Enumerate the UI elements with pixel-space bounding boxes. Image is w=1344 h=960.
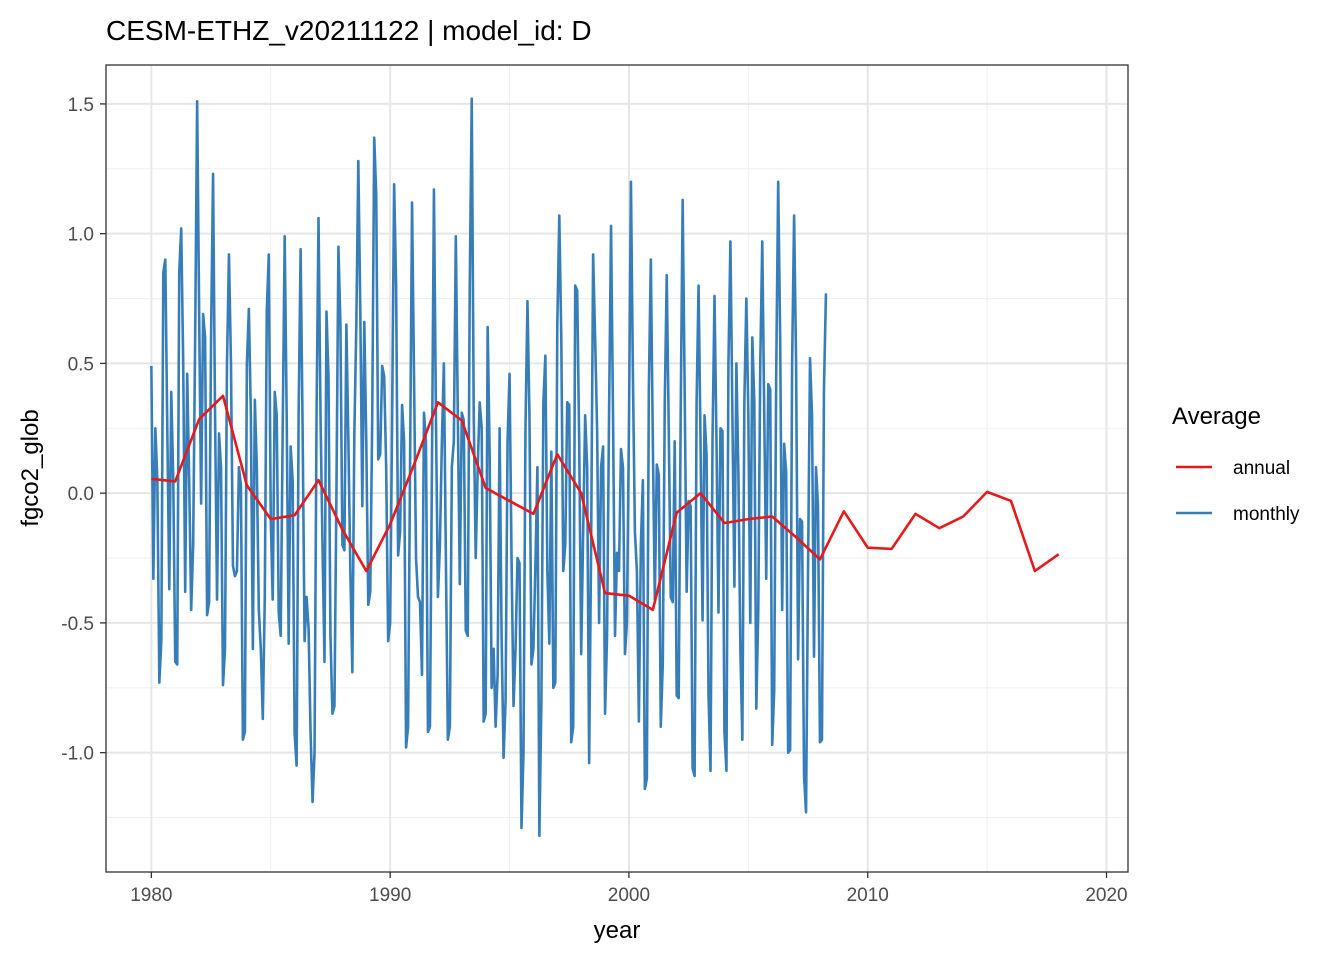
- y-axis-title: fgco2_glob: [17, 409, 44, 526]
- y-tick-label: 0.0: [68, 484, 94, 505]
- legend-label-monthly: monthly: [1233, 504, 1300, 525]
- series-line-monthly: [150, 97, 828, 837]
- x-tick-label: 2020: [1085, 885, 1127, 906]
- x-axis: 1980 1990 2000 2010 2020: [130, 872, 1128, 906]
- x-axis-title: year: [594, 917, 641, 944]
- series-line-annual: [151, 394, 1060, 612]
- x-tick-label: 2010: [847, 885, 889, 906]
- legend-label-annual: annual: [1233, 458, 1290, 479]
- y-axis: -1.0 -0.5 0.0 0.5 1.0 1.5: [61, 95, 106, 765]
- y-tick-label: 1.5: [68, 95, 94, 116]
- legend-title: Average: [1172, 403, 1261, 430]
- y-tick-label: -1.0: [61, 744, 94, 765]
- x-tick-label: 2000: [608, 885, 650, 906]
- series-lines: [150, 97, 1060, 837]
- legend: Average annual monthly: [1172, 403, 1300, 525]
- y-tick-label: 1.0: [68, 225, 94, 246]
- y-tick-label: -0.5: [61, 614, 94, 635]
- plot-panel: [106, 65, 1128, 872]
- x-tick-label: 1990: [369, 885, 411, 906]
- minor-gridlines: [106, 65, 1128, 872]
- chart-title: CESM-ETHZ_v20211122 | model_id: D: [106, 15, 592, 46]
- y-tick-label: 0.5: [68, 354, 94, 375]
- x-tick-label: 1980: [130, 885, 172, 906]
- plot-border: [105, 64, 1129, 873]
